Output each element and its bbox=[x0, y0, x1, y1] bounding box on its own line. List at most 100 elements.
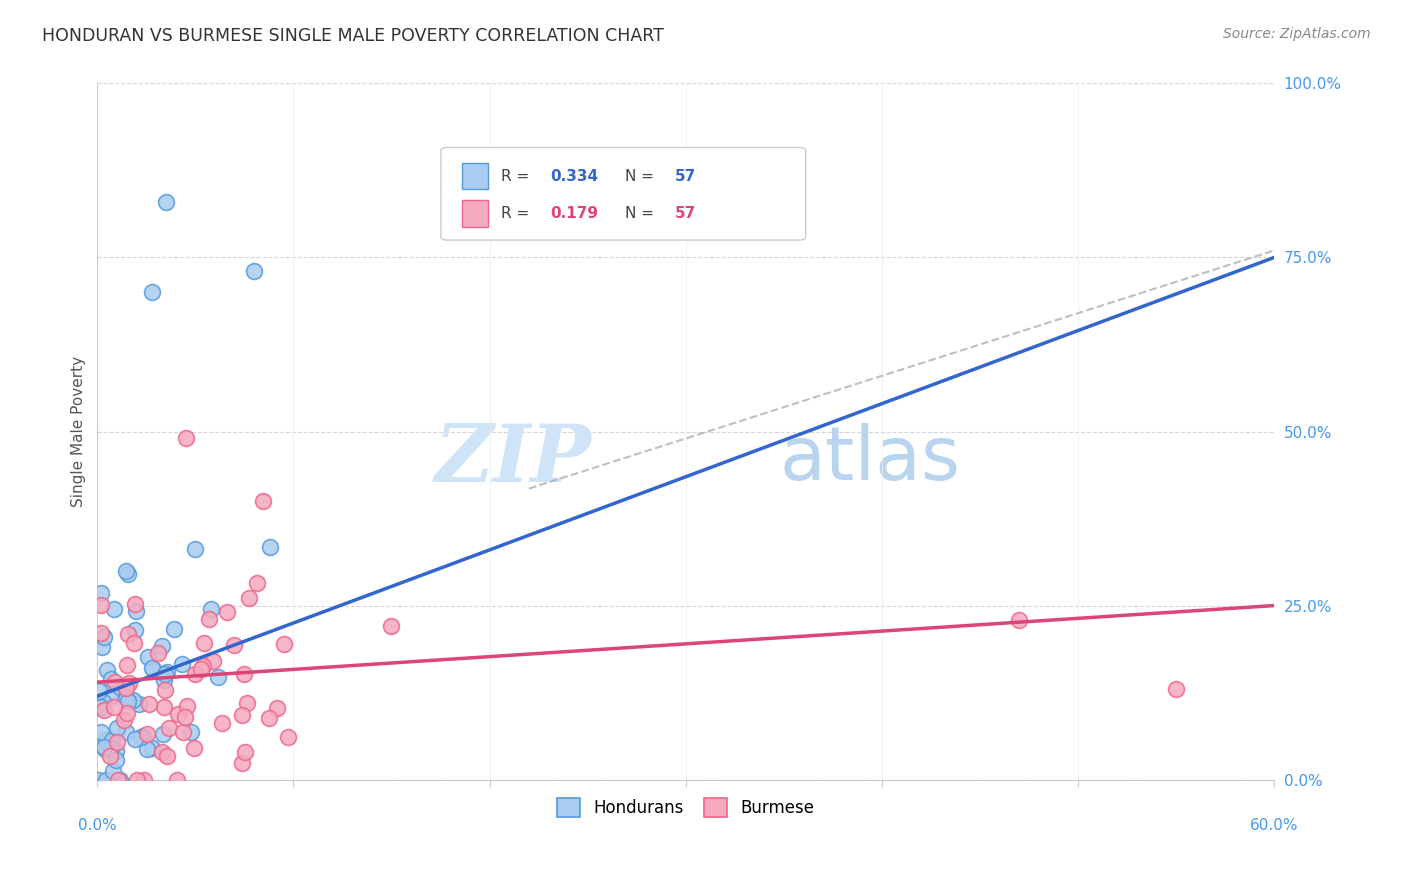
Point bbox=[136, 649, 159, 664]
Text: ZIP: ZIP bbox=[434, 421, 592, 498]
Point bbox=[90, 598, 112, 612]
Text: R =: R = bbox=[501, 169, 534, 184]
Point bbox=[124, 623, 146, 637]
Point bbox=[117, 706, 139, 720]
Point bbox=[125, 604, 148, 618]
Text: HONDURAN VS BURMESE SINGLE MALE POVERTY CORRELATION CHART: HONDURAN VS BURMESE SINGLE MALE POVERTY … bbox=[42, 27, 664, 45]
Point bbox=[107, 772, 129, 787]
FancyBboxPatch shape bbox=[441, 147, 806, 240]
Point bbox=[231, 756, 253, 771]
Text: 0.0%: 0.0% bbox=[77, 818, 117, 833]
Point bbox=[101, 764, 124, 778]
Point bbox=[155, 665, 177, 679]
Point bbox=[93, 630, 115, 644]
Point bbox=[90, 724, 112, 739]
Point bbox=[162, 622, 184, 636]
Point bbox=[172, 724, 194, 739]
Point bbox=[135, 742, 157, 756]
FancyBboxPatch shape bbox=[463, 201, 488, 227]
Point bbox=[138, 697, 160, 711]
Point bbox=[180, 724, 202, 739]
Point bbox=[98, 749, 121, 764]
Point bbox=[142, 663, 165, 677]
Point bbox=[100, 741, 122, 756]
Point bbox=[150, 639, 173, 653]
Point bbox=[93, 703, 115, 717]
Point bbox=[201, 654, 224, 668]
Point bbox=[117, 627, 139, 641]
Text: 57: 57 bbox=[675, 169, 696, 184]
Point bbox=[157, 721, 180, 735]
Point bbox=[124, 731, 146, 746]
Point bbox=[105, 721, 128, 735]
Point bbox=[101, 733, 124, 747]
Point bbox=[146, 646, 169, 660]
Point bbox=[100, 672, 122, 686]
Point bbox=[222, 639, 245, 653]
Point bbox=[89, 684, 111, 698]
Point bbox=[122, 693, 145, 707]
Point bbox=[115, 691, 138, 706]
Point bbox=[152, 727, 174, 741]
Point bbox=[112, 713, 135, 727]
Point bbox=[170, 657, 193, 671]
Point bbox=[380, 618, 402, 632]
Text: Source: ZipAtlas.com: Source: ZipAtlas.com bbox=[1223, 27, 1371, 41]
Point bbox=[117, 566, 139, 581]
Point bbox=[207, 670, 229, 684]
Point bbox=[105, 735, 128, 749]
Point bbox=[243, 264, 266, 278]
Point bbox=[90, 625, 112, 640]
Point bbox=[150, 745, 173, 759]
Point bbox=[1008, 613, 1031, 627]
Point bbox=[184, 667, 207, 681]
Point bbox=[93, 695, 115, 709]
Point bbox=[122, 636, 145, 650]
Text: atlas: atlas bbox=[780, 423, 960, 496]
Point bbox=[231, 708, 253, 723]
Point bbox=[124, 597, 146, 611]
Point bbox=[277, 730, 299, 744]
Point bbox=[91, 640, 114, 654]
Point bbox=[131, 729, 153, 743]
Point bbox=[141, 661, 163, 675]
Point bbox=[193, 636, 215, 650]
Point bbox=[246, 575, 269, 590]
Point bbox=[238, 591, 260, 605]
Point bbox=[174, 710, 197, 724]
Point bbox=[90, 699, 112, 714]
Legend: Hondurans, Burmese: Hondurans, Burmese bbox=[550, 791, 821, 823]
Point bbox=[110, 680, 132, 694]
Point bbox=[94, 772, 117, 787]
Point bbox=[252, 494, 274, 508]
Point bbox=[117, 694, 139, 708]
Point bbox=[128, 697, 150, 711]
Point bbox=[132, 772, 155, 787]
Point bbox=[1164, 682, 1187, 697]
Y-axis label: Single Male Poverty: Single Male Poverty bbox=[72, 356, 86, 507]
Point bbox=[166, 772, 188, 787]
Point bbox=[233, 745, 256, 759]
Text: R =: R = bbox=[501, 206, 534, 221]
Point bbox=[135, 727, 157, 741]
Point bbox=[153, 700, 176, 714]
Text: 0.334: 0.334 bbox=[550, 169, 599, 184]
Point bbox=[200, 602, 222, 616]
Point bbox=[114, 564, 136, 578]
Point bbox=[174, 432, 197, 446]
Point bbox=[273, 637, 295, 651]
Point bbox=[100, 689, 122, 703]
Point bbox=[184, 541, 207, 556]
Point bbox=[211, 715, 233, 730]
Point bbox=[114, 725, 136, 739]
Point bbox=[153, 673, 176, 687]
Point bbox=[153, 683, 176, 698]
Point bbox=[176, 698, 198, 713]
FancyBboxPatch shape bbox=[463, 163, 488, 189]
Point bbox=[217, 605, 239, 619]
Point bbox=[125, 772, 148, 787]
Point bbox=[156, 749, 179, 764]
Point bbox=[90, 586, 112, 600]
Point bbox=[112, 689, 135, 703]
Point bbox=[93, 742, 115, 756]
